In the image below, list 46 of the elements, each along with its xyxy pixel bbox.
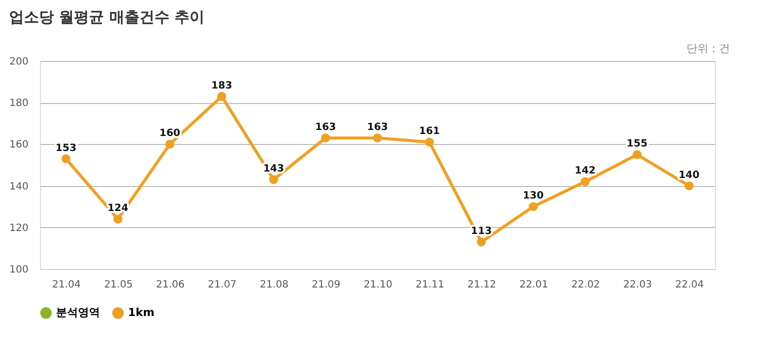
data-label: 130 <box>522 190 544 202</box>
y-tick-label: 120 <box>9 222 28 234</box>
x-tick-label: 22.02 <box>571 280 600 290</box>
point <box>61 154 70 164</box>
point <box>684 181 694 190</box>
point <box>476 237 486 246</box>
x-tick-label: 22.01 <box>519 280 548 290</box>
data-label: 140 <box>678 170 700 181</box>
x-tick-label: 21.10 <box>364 280 392 290</box>
x-tick-label: 21.04 <box>52 280 81 290</box>
x-tick-label: 22.03 <box>623 280 652 290</box>
data-label: 153 <box>56 142 76 154</box>
data-label: 155 <box>626 138 648 150</box>
data-label: 142 <box>574 166 596 177</box>
point <box>373 133 382 142</box>
point <box>165 140 174 149</box>
legend-label: 1km <box>128 306 154 319</box>
text: 단위 : 건 <box>686 42 730 55</box>
x-tick-label: 21.05 <box>104 280 133 290</box>
point <box>321 133 330 142</box>
x-tick-label: 21.09 <box>312 280 340 290</box>
y-tick-label: 100 <box>9 264 28 276</box>
point <box>113 214 122 224</box>
x-tick-label: 22.04 <box>675 280 704 290</box>
x-tick-label: 21.11 <box>416 280 444 290</box>
chart-title: 업소당 월평균 매출건수 추이 <box>8 8 205 26</box>
data-label: 163 <box>367 122 388 133</box>
y-tick-label: 180 <box>9 98 28 110</box>
data-label: 183 <box>211 80 232 92</box>
legend-label: 분석영역 <box>56 306 100 319</box>
data-label: 160 <box>159 128 180 140</box>
point <box>269 175 278 184</box>
y-tick-label: 200 <box>9 56 28 68</box>
x-tick-label: 21.12 <box>468 280 496 290</box>
point <box>528 202 538 212</box>
data-label: 163 <box>315 122 336 133</box>
point <box>217 92 226 101</box>
x-tick-label: 21.08 <box>260 280 288 290</box>
x-tick-label: 21.07 <box>208 280 237 290</box>
point <box>580 177 590 186</box>
x-tick-label: 21.06 <box>156 280 185 290</box>
data-label: 161 <box>418 126 440 138</box>
point <box>424 138 434 147</box>
y-tick-label: 140 <box>9 181 28 192</box>
point <box>632 150 642 160</box>
y-tick-label: 160 <box>9 140 28 151</box>
